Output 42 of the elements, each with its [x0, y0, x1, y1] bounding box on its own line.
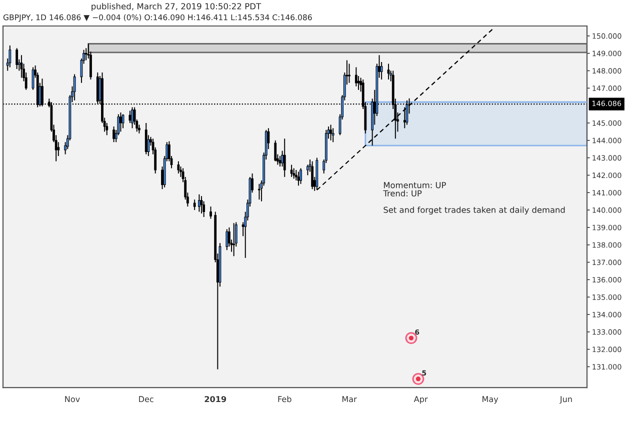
x-tick-label: Nov: [65, 396, 80, 402]
candlestick: [210, 206, 212, 220]
candlestick: [193, 199, 196, 211]
candlestick: [131, 106, 134, 129]
candlestick: [311, 160, 314, 190]
candlestick: [8, 45, 12, 68]
candlestick: [198, 194, 200, 212]
x-tick-label: Feb: [278, 396, 292, 402]
x-tick-label: 2019: [204, 396, 226, 402]
candlestick: [297, 171, 300, 186]
chart-subtitle: published, March 27, 2019 10:50:22 PDT: [92, 2, 262, 12]
candlestick: [292, 168, 296, 180]
candlestick: [274, 140, 277, 162]
candlestick: [332, 128, 334, 143]
candlestick: [258, 183, 260, 200]
text: Momentum: UP Trend: UP Set and forget trades taken at daily demand: [383, 182, 565, 215]
candlestick: [120, 112, 122, 132]
x-tick-label: Dec: [139, 396, 154, 402]
x-tick-label: Jun: [560, 396, 572, 404]
candlestick: [122, 114, 124, 129]
candlestick: [354, 66, 358, 87]
candlestick: [84, 48, 88, 61]
candlestick: [300, 168, 302, 184]
candlestick: [128, 110, 132, 124]
candlestick: [283, 138, 286, 178]
candlestick: [144, 122, 148, 155]
candlestick: [200, 196, 203, 214]
candlestick: [348, 63, 350, 84]
candlestick: [16, 48, 18, 70]
candlestick: [20, 54, 23, 78]
x-tick-label: May: [482, 396, 498, 404]
x-tick-label: Apr: [414, 396, 428, 404]
candlestick: [330, 124, 332, 141]
candlestick: [232, 222, 236, 257]
candlestick: [387, 63, 390, 80]
candlestick: [73, 74, 76, 101]
candlestick: [226, 228, 228, 251]
candlestick: [177, 160, 180, 174]
x-tick-label: Mar: [342, 396, 357, 402]
candlestick: [32, 66, 34, 90]
candlestick: [112, 126, 115, 143]
candlestick: [290, 164, 293, 178]
